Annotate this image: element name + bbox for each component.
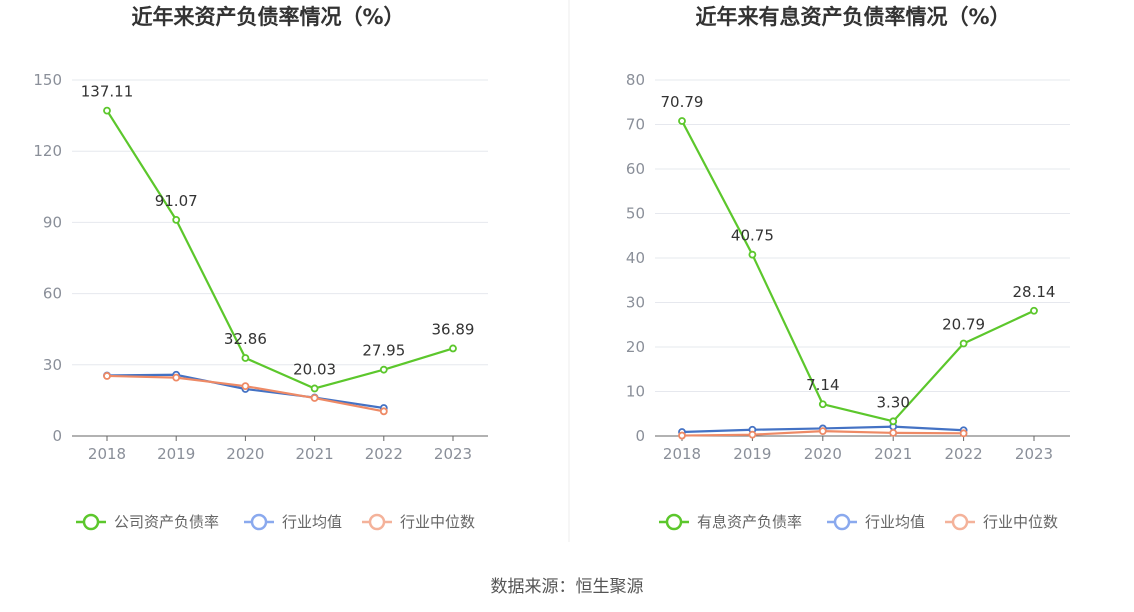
y-tick-label: 80 [626, 71, 645, 89]
y-tick-label: 40 [626, 249, 645, 267]
x-tick-label: 2018 [663, 445, 701, 463]
data-label: 70.79 [661, 93, 704, 111]
y-axis: 0 30 60 90 120 150 [33, 71, 62, 445]
data-point[interactable] [172, 215, 181, 224]
data-label: 91.07 [155, 192, 198, 210]
x-tick-label: 2023 [434, 445, 472, 463]
data-label: 32.86 [224, 330, 267, 348]
data-point[interactable] [889, 417, 898, 426]
legend-swatch-marker [951, 513, 969, 531]
legend-swatch-marker [665, 513, 683, 531]
y-tick-label: 90 [43, 213, 62, 231]
y-tick-label: 60 [43, 285, 62, 303]
data-point[interactable] [748, 250, 757, 259]
x-axis: 2018 2019 2020 2021 2022 2023 [72, 435, 488, 463]
x-tick-label: 2019 [733, 445, 771, 463]
data-label: 40.75 [731, 227, 774, 245]
data-point[interactable] [818, 427, 827, 436]
x-axis: 2018 2019 2020 2021 2022 2023 [655, 435, 1070, 463]
y-tick-label: 120 [33, 142, 62, 160]
legend-item-company[interactable]: 有息资产负债率 [659, 513, 802, 531]
data-point[interactable] [449, 344, 457, 353]
data-label: 27.95 [362, 342, 405, 360]
legend-item-industry-average[interactable]: 行业均值 [827, 513, 925, 531]
y-tick-label: 0 [635, 427, 645, 445]
data-point[interactable] [379, 407, 388, 416]
x-tick-label: 2022 [365, 445, 403, 463]
legend-label: 行业中位数 [400, 513, 475, 531]
data-point[interactable] [310, 394, 319, 402]
data-label: 137.11 [81, 83, 134, 101]
data-point[interactable] [172, 373, 181, 382]
x-tick-label: 2021 [296, 445, 334, 463]
y-axis: 0 10 20 30 40 50 60 70 80 [626, 71, 645, 445]
y-tick-label: 70 [626, 116, 645, 134]
data-label: 28.14 [1013, 283, 1056, 301]
data-point[interactable] [310, 384, 319, 393]
data-point[interactable] [889, 428, 898, 437]
y-tick-label: 60 [626, 160, 645, 178]
y-tick-label: 150 [33, 71, 62, 89]
legend-swatch-marker [368, 513, 386, 531]
chart-title: 近年来有息资产负债率情况（%） [695, 5, 1010, 29]
data-label: 20.03 [293, 360, 336, 378]
data-label: 7.14 [806, 376, 839, 394]
y-tick-label: 20 [626, 338, 645, 356]
legend-swatch-marker [82, 513, 100, 531]
x-tick-label: 2021 [874, 445, 912, 463]
y-tick-label: 50 [626, 205, 645, 223]
x-tick-label: 2019 [157, 445, 195, 463]
legend-label: 行业均值 [282, 513, 342, 531]
grid-lines [655, 79, 1070, 392]
y-tick-label: 30 [43, 356, 62, 374]
data-point[interactable] [959, 339, 968, 348]
chart-panel-debt-ratio: 近年来资产负债率情况（%） 0 30 60 90 120 150 2018 2019 2020… [33, 5, 488, 531]
data-point[interactable] [103, 106, 111, 115]
x-tick-label: 2018 [88, 445, 126, 463]
data-point[interactable] [818, 400, 827, 409]
plot-area: 137.11 91.07 32.86 20.03 27.95 36.89 [81, 83, 475, 416]
plot-area: 70.79 40.75 7.14 3.30 20.79 28.14 [661, 93, 1056, 440]
data-point[interactable] [379, 365, 388, 374]
x-tick-label: 2022 [945, 445, 983, 463]
data-point[interactable] [1030, 306, 1038, 315]
x-tick-label: 2023 [1015, 445, 1053, 463]
legend-swatch-marker [250, 513, 268, 531]
data-point[interactable] [748, 430, 757, 439]
legend: 有息资产负债率 行业均值 行业中位数 [659, 513, 1058, 531]
legend-label: 行业中位数 [983, 513, 1058, 531]
data-label: 36.89 [432, 320, 475, 338]
legend-label: 行业均值 [865, 513, 925, 531]
legend-label: 有息资产负债率 [697, 513, 802, 531]
data-source-note: 数据来源：恒生聚源 [491, 577, 644, 597]
data-point[interactable] [959, 429, 968, 438]
legend-item-industry-average[interactable]: 行业均值 [244, 513, 342, 531]
legend-item-industry-median[interactable]: 行业中位数 [362, 513, 475, 531]
data-point[interactable] [678, 431, 686, 440]
series-line [681, 120, 1035, 423]
series-line [106, 110, 454, 390]
legend: 公司资产负债率 行业均值 行业中位数 [76, 513, 475, 531]
legend-item-company[interactable]: 公司资产负债率 [76, 513, 219, 531]
x-tick-label: 2020 [804, 445, 842, 463]
chart-title: 近年来资产负债率情况（%） [131, 5, 404, 29]
y-tick-label: 0 [52, 427, 62, 445]
data-point[interactable] [678, 117, 686, 125]
data-point[interactable] [103, 372, 111, 380]
data-point[interactable] [241, 382, 250, 391]
legend-swatch-marker [833, 513, 851, 531]
data-label: 20.79 [942, 315, 985, 333]
legend-label: 公司资产负债率 [114, 513, 219, 531]
y-tick-label: 30 [626, 294, 645, 312]
legend-item-industry-median[interactable]: 行业中位数 [945, 513, 1058, 531]
x-tick-label: 2020 [226, 445, 264, 463]
data-point[interactable] [241, 354, 250, 362]
y-tick-label: 10 [626, 383, 645, 401]
data-label: 3.30 [876, 393, 909, 411]
grid-lines [72, 79, 488, 366]
